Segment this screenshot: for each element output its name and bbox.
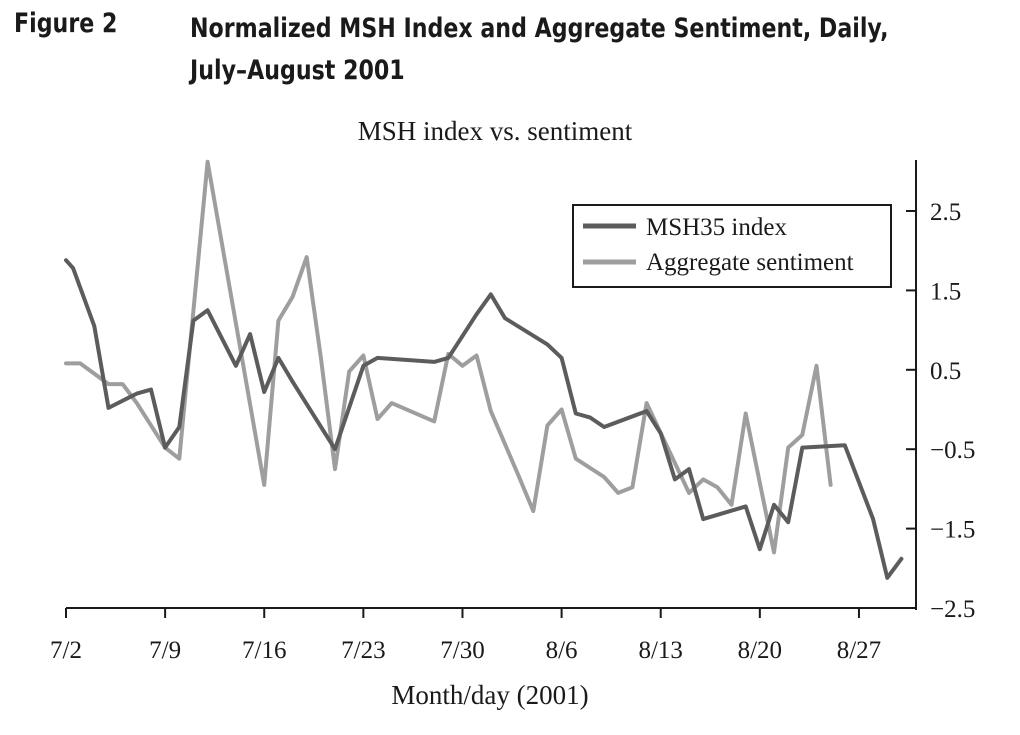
x-tick-label: 8/27 (837, 637, 881, 664)
y-tick-label: −1.5 (930, 517, 975, 544)
y-tick-label: −0.5 (930, 437, 975, 464)
figure-title-line-2: July–August 2001 (190, 55, 405, 86)
series-layer (64, 159, 904, 580)
x-tick-label: 7/9 (149, 637, 181, 664)
x-axis-label: Month/day (2001) (391, 680, 588, 710)
y-tick-label: 0.5 (930, 358, 961, 385)
y-tick-label: −2.5 (930, 596, 975, 623)
x-axis-ticks: 7/2 7/9 7/16 7/23 7/30 8/6 8/13 8/20 8/27 (50, 608, 881, 664)
legend-label-msh35-index: MSH35 index (646, 214, 787, 241)
x-tick-label: 8/6 (546, 637, 578, 664)
y-axis-ticks: 2.5 1.5 0.5 −0.5 −1.5 −2.5 (906, 199, 975, 623)
figure-title: Normalized MSH Index and Aggregate Senti… (190, 8, 928, 92)
figure-title-line-1: Normalized MSH Index and Aggregate Senti… (190, 13, 889, 44)
y-tick-label: 2.5 (930, 199, 961, 226)
series-line-msh35-index (64, 258, 904, 580)
x-tick-label: 7/23 (341, 637, 385, 664)
y-tick-label: 1.5 (930, 278, 961, 305)
legend-box (572, 204, 892, 288)
chart-title: MSH index vs. sentiment (358, 116, 633, 146)
series-line-aggregate-sentiment (64, 159, 833, 555)
x-tick-label: 8/20 (738, 637, 782, 664)
x-tick-label: 7/16 (242, 637, 286, 664)
x-tick-label: 7/30 (440, 637, 484, 664)
legend-label-aggregate-sentiment: Aggregate sentiment (646, 249, 854, 276)
legend: MSH35 index Aggregate sentiment (572, 204, 892, 288)
x-tick-label: 8/13 (638, 637, 682, 664)
figure-number: Figure 2 (14, 8, 118, 39)
x-tick-label: 7/2 (50, 637, 82, 664)
